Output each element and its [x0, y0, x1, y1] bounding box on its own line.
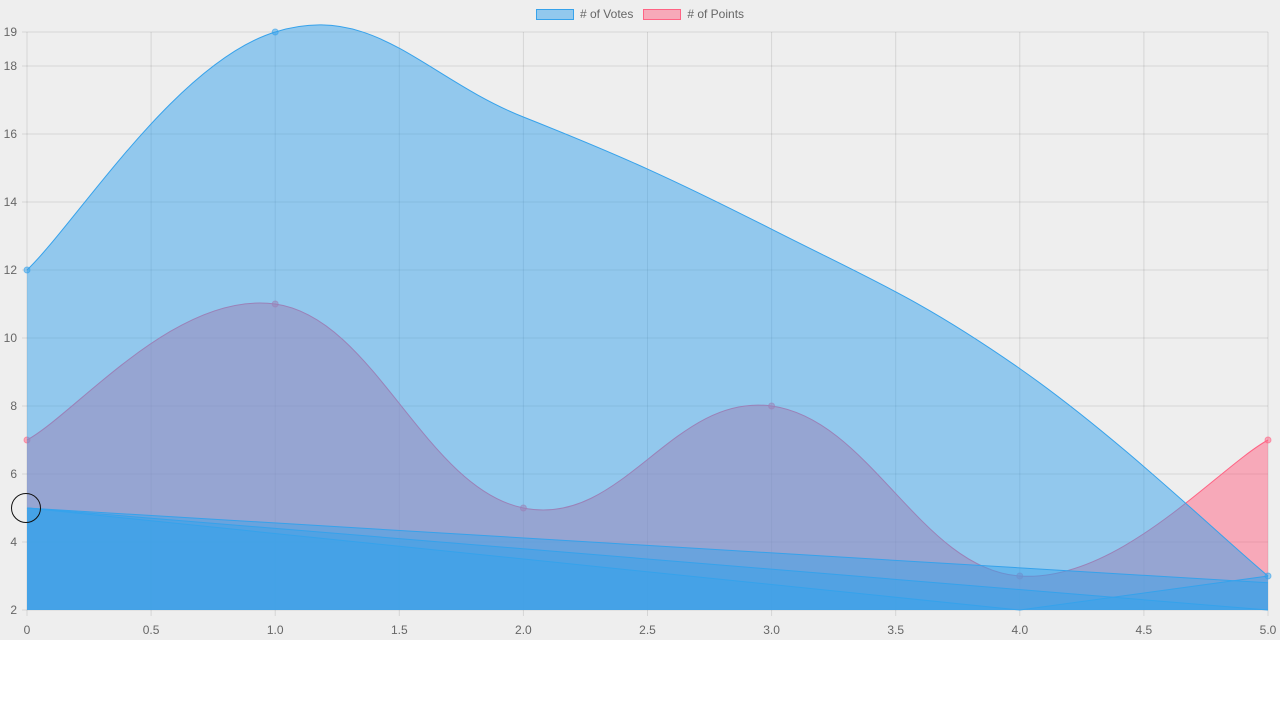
x-tick-label: 0 — [24, 623, 31, 637]
area-chart: 0 0.5 1.0 1.5 2.0 2.5 3.0 3.5 4.0 4.5 5.0 2 4 6 8 10 12 1… — [4, 24, 1277, 637]
legend-swatch-votes — [535, 8, 574, 20]
extra-layer-line — [26, 507, 1269, 611]
chart-panel: 0 0.5 1.0 1.5 2.0 2.5 3.0 3.5 4.0 4.5 5.0 2 4 6 8 10 12 1… — [0, 0, 1280, 640]
x-tick-label: 1.5 — [391, 623, 408, 637]
legend-label-points: # of Points — [687, 7, 745, 21]
y-tick-label: 6 — [10, 467, 17, 481]
extra-layers — [26, 507, 1269, 611]
extra-layer-line — [26, 507, 1269, 611]
y-tick-label: 18 — [4, 59, 18, 73]
y-tick-label: 16 — [4, 127, 18, 141]
legend-item-points[interactable]: # of Points — [643, 7, 744, 21]
x-tick-label: 2.5 — [639, 623, 656, 637]
x-tick-label: 2.0 — [515, 623, 532, 637]
y-tick-label: 12 — [4, 263, 18, 277]
x-tick-label: 4.0 — [1011, 623, 1028, 637]
x-tick-label: 3.5 — [887, 623, 904, 637]
legend: # of Votes # of Points — [0, 7, 1280, 21]
legend-label-votes: # of Votes — [579, 7, 634, 21]
y-tick-label: 2 — [10, 603, 17, 617]
series-area-0 — [27, 24, 1268, 611]
x-tick-label: 3.0 — [763, 623, 780, 637]
extra-layer-line — [26, 507, 1269, 584]
cursor-highlight — [11, 493, 41, 523]
x-tick-label: 0.5 — [143, 623, 160, 637]
y-tick-label: 14 — [4, 195, 18, 209]
y-tick-label: 8 — [10, 399, 17, 413]
data-point — [1264, 436, 1272, 444]
series-line-0 — [26, 24, 1269, 577]
data-point — [23, 266, 31, 274]
tick-labels: 0 0.5 1.0 1.5 2.0 2.5 3.0 3.5 4.0 4.5 5.0 2 4 6 8 10 12 1… — [4, 25, 1277, 637]
x-tick-label: 5.0 — [1260, 623, 1277, 637]
y-tick-label: 19 — [4, 25, 18, 39]
data-point — [271, 28, 279, 36]
legend-swatch-points — [643, 8, 682, 20]
y-tick-label: 10 — [4, 331, 18, 345]
legend-item-votes[interactable]: # of Votes — [535, 7, 634, 21]
x-tick-label: 4.5 — [1136, 623, 1153, 637]
y-tick-label: 4 — [10, 535, 17, 549]
x-tick-label: 1.0 — [267, 623, 284, 637]
extra-layer-area — [27, 508, 1268, 610]
